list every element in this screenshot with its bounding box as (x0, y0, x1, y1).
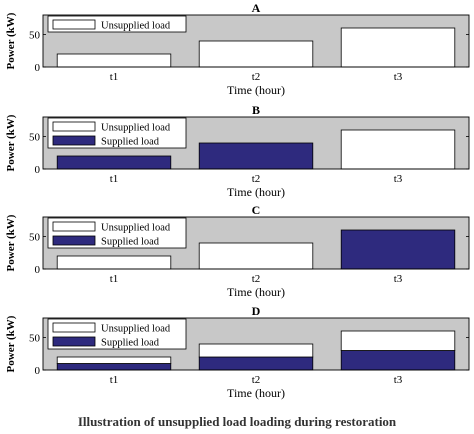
legend-swatch-supplied-load (52, 235, 96, 246)
legend-label: Supplied load (101, 137, 160, 148)
plot-frame (42, 216, 470, 270)
x-tick-label: t2 (252, 71, 261, 83)
legend-label: Unsupplied load (101, 223, 171, 234)
legend: Unsupplied load Supplied load (47, 318, 187, 350)
y-tick-label: 50 (29, 333, 41, 345)
legend-swatch-unsupplied-load (52, 19, 96, 30)
x-tick-label: t1 (110, 374, 119, 386)
bar-unsupplied-load-t1 (56, 255, 172, 270)
x-tick-label: t1 (110, 71, 119, 83)
y-tick-label: 0 (35, 164, 41, 176)
bar-supplied-load-t2 (198, 356, 314, 371)
x-tick-label: t2 (252, 173, 261, 185)
y-tick-label: 50 (29, 132, 41, 144)
legend-label: Unsupplied load (101, 123, 171, 134)
bar-supplied-load-t1 (56, 363, 172, 371)
bar-unsupplied-load-t1 (56, 53, 172, 68)
panel-c: Ct1 t2 t3 0 50 Power (kW) Time (hour) Unsupplie… (5, 203, 470, 299)
x-axis-label: Time (hour) (227, 386, 285, 400)
y-tick-label: 0 (35, 365, 41, 377)
panel-d: Dt1 t2 t3 0 50 Power (kW) Time (hour) Unsupplie… (5, 304, 470, 400)
y-tick-label: 0 (35, 264, 41, 276)
panel-title: A (252, 1, 261, 15)
legend-swatch-unsupplied-load (52, 221, 96, 232)
y-axis-label: Power (kW) (5, 214, 17, 271)
bar-unsupplied-load-t3 (340, 27, 456, 68)
legend: Unsupplied load Supplied load (47, 117, 187, 149)
bar-unsupplied-load-t2 (198, 40, 314, 68)
panel-b: Bt1 t2 t3 0 50 Power (kW) Time (hour) Unsupplie… (5, 103, 470, 199)
bar-unsupplied-load-t1 (56, 356, 172, 364)
y-axis-label: Power (kW) (5, 315, 17, 372)
x-tick-label: t1 (110, 173, 119, 185)
bar-supplied-load-t1 (56, 155, 172, 170)
x-axis-label: Time (hour) (227, 185, 285, 199)
y-axis-label: Power (kW) (5, 12, 17, 69)
legend-label: Supplied load (101, 338, 160, 349)
legend-label: Unsupplied load (101, 324, 171, 335)
legend-swatch-supplied-load (52, 336, 96, 347)
x-tick-label: t3 (394, 273, 403, 285)
y-axis-label: Power (kW) (5, 114, 17, 171)
panel-a: At1 t2 t3 0 50 Power (kW) Time (hour) Unsupplie… (5, 1, 470, 97)
bar-unsupplied-load-t2 (198, 343, 314, 358)
legend-label: Unsupplied load (101, 21, 171, 32)
bar-supplied-load-t2 (198, 142, 314, 170)
x-tick-label: t3 (394, 374, 403, 386)
panel-title: C (252, 203, 261, 217)
legend-swatch-unsupplied-load (52, 322, 96, 333)
y-tick-label: 0 (35, 62, 41, 74)
bar-unsupplied-load-t3 (340, 129, 456, 170)
panel-title: D (252, 304, 261, 318)
legend-swatch-supplied-load (52, 135, 96, 146)
legend-label: Supplied load (101, 237, 160, 248)
figure-caption: Illustration of unsupplied load loading … (77, 414, 397, 429)
bar-supplied-load-t3 (340, 350, 456, 371)
x-tick-label: t3 (394, 173, 403, 185)
bar-supplied-load-t3 (340, 229, 456, 270)
y-tick-label: 50 (29, 232, 41, 244)
x-axis-label: Time (hour) (227, 285, 285, 299)
bar-unsupplied-load-t2 (198, 242, 314, 270)
legend-swatch-unsupplied-load (52, 121, 96, 132)
y-tick-label: 50 (29, 30, 41, 42)
legend: Unsupplied load Supplied load (47, 217, 187, 249)
x-tick-label: t2 (252, 374, 261, 386)
plot-frame (42, 116, 470, 170)
x-tick-label: t3 (394, 71, 403, 83)
x-axis-label: Time (hour) (227, 83, 285, 97)
x-tick-label: t1 (110, 273, 119, 285)
panel-title: B (252, 103, 260, 117)
plot-frame (42, 317, 470, 371)
plot-frame (42, 14, 470, 68)
x-tick-label: t2 (252, 273, 261, 285)
bar-unsupplied-load-t3 (340, 330, 456, 351)
legend: Unsupplied load (47, 15, 187, 33)
